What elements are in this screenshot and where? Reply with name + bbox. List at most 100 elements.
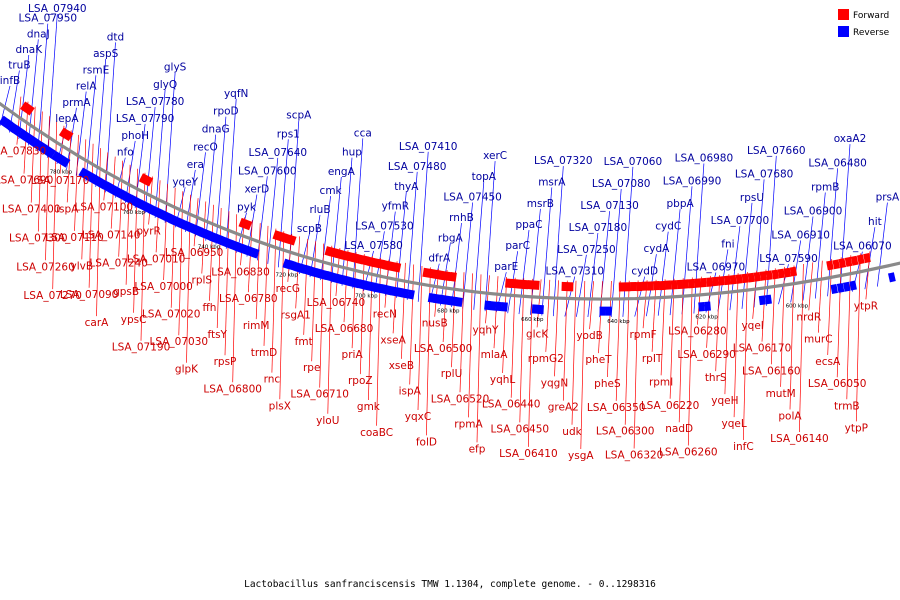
label-leader-line bbox=[277, 139, 289, 268]
label-leader-line bbox=[215, 116, 227, 245]
label-leader-line bbox=[27, 39, 39, 146]
label-leader-line bbox=[545, 279, 551, 352]
forward-gene-label: ftsY bbox=[207, 329, 227, 341]
forward-gene-block bbox=[449, 271, 457, 282]
forward-gene-label: rpmI bbox=[649, 376, 673, 388]
kbp-tick-label: 720 kbp bbox=[275, 272, 298, 278]
forward-gene-label: LSA_06280 bbox=[668, 326, 727, 338]
label-leader-line bbox=[576, 254, 587, 317]
forward-gene-label: udk bbox=[562, 426, 582, 438]
reverse-gene-block bbox=[112, 186, 123, 198]
label-leader-line bbox=[118, 160, 124, 257]
reverse-gene-label: cmk bbox=[320, 185, 343, 197]
forward-gene-label: glcK bbox=[526, 328, 549, 340]
label-leader-line bbox=[105, 42, 116, 193]
reverse-gene-label: xerC bbox=[483, 150, 507, 162]
forward-gene-label: pyrR bbox=[136, 226, 161, 238]
label-leader-line bbox=[770, 268, 776, 365]
forward-gene-label: ispA bbox=[56, 203, 79, 215]
reverse-gene-label: LSA_07320 bbox=[534, 155, 593, 167]
forward-gene-block bbox=[765, 270, 773, 281]
forward-gene-block bbox=[700, 277, 707, 288]
legend: Forward Reverse bbox=[838, 9, 890, 38]
reverse-gene-block bbox=[209, 232, 219, 243]
forward-gene-label: LSA_07690 bbox=[0, 175, 53, 187]
forward-gene-label: LSA_06440 bbox=[482, 399, 541, 411]
reverse-gene-label: truB bbox=[8, 60, 30, 72]
reverse-gene-block bbox=[450, 296, 458, 307]
reverse-gene-label: parE bbox=[494, 261, 518, 273]
forward-gene-label: LSA_06800 bbox=[203, 383, 262, 395]
forward-gene-label: LSA_07010 bbox=[127, 253, 186, 265]
reverse-gene-block bbox=[158, 209, 168, 221]
forward-gene-label: yloU bbox=[316, 415, 339, 427]
reverse-gene-block bbox=[605, 306, 612, 316]
label-leader-line bbox=[651, 279, 657, 352]
forward-gene-label: folD bbox=[416, 436, 437, 448]
reverse-gene-label: LSA_07700 bbox=[711, 215, 770, 227]
reverse-gene-label: topA bbox=[472, 171, 497, 183]
forward-gene-label: efp bbox=[469, 443, 486, 455]
genome-caption: Lactobacillus sanfranciscensis TMW 1.130… bbox=[244, 579, 656, 590]
forward-gene-label: LSA_06290 bbox=[677, 349, 736, 361]
reverse-gene-label: parC bbox=[505, 240, 530, 252]
forward-gene-label: LSA_06300 bbox=[596, 426, 655, 438]
label-leader-line bbox=[16, 96, 22, 145]
reverse-gene-label: dnaJ bbox=[27, 28, 50, 40]
reverse-gene-label: ppaC bbox=[515, 219, 542, 231]
reverse-gene-block bbox=[396, 287, 404, 298]
reverse-gene-label: LSA_07130 bbox=[580, 200, 639, 212]
label-leader-line bbox=[536, 279, 542, 328]
reverse-gene-label: pbpA bbox=[667, 198, 695, 210]
reverse-gene-block bbox=[60, 156, 71, 168]
label-leader-line bbox=[729, 226, 741, 311]
forward-gene-label: LSA_06260 bbox=[659, 447, 718, 459]
forward-gene-label: yqgN bbox=[541, 377, 568, 389]
label-leader-line bbox=[88, 143, 94, 288]
forward-gene-block bbox=[438, 270, 447, 281]
forward-gene-label: nadD bbox=[665, 423, 693, 435]
forward-gene-label: rpmA bbox=[454, 418, 483, 430]
forward-gene-block bbox=[706, 277, 713, 287]
forward-gene-label: rpsP bbox=[214, 356, 237, 368]
label-leader-line bbox=[587, 232, 599, 318]
reverse-gene-block bbox=[455, 297, 463, 307]
forward-gene-block bbox=[567, 282, 574, 292]
forward-gene-block bbox=[635, 281, 643, 292]
forward-gene-label: ypsC bbox=[121, 314, 147, 326]
forward-gene-block bbox=[647, 281, 654, 291]
reverse-gene-label: LSA_07060 bbox=[604, 156, 663, 168]
reverse-gene-block bbox=[178, 219, 188, 230]
forward-gene-block bbox=[138, 173, 149, 185]
label-leader-line bbox=[451, 222, 462, 308]
forward-gene-block bbox=[641, 281, 649, 291]
label-leader-line bbox=[392, 261, 398, 334]
reverse-gene-label: yfmR bbox=[382, 201, 409, 213]
label-leader-line bbox=[660, 279, 666, 376]
reverse-gene-block bbox=[122, 192, 133, 203]
reverse-gene-label: nfo bbox=[117, 147, 134, 159]
reverse-gene-label: LSA_06480 bbox=[808, 157, 867, 169]
forward-gene-label: LSA_06710 bbox=[290, 389, 349, 401]
reverse-gene-block bbox=[368, 281, 377, 292]
reverse-gene-block bbox=[168, 214, 178, 226]
forward-gene-block bbox=[516, 279, 523, 289]
reverse-gene-label: LSA_07310 bbox=[546, 266, 605, 278]
reverse-gene-block bbox=[31, 138, 42, 150]
reverse-gene-label: fni bbox=[721, 238, 734, 250]
label-leader-line bbox=[519, 278, 525, 423]
forward-gene-label: glpK bbox=[175, 364, 199, 376]
label-leader-line bbox=[877, 202, 888, 287]
reverse-gene-block bbox=[173, 216, 183, 228]
forward-gene-block bbox=[771, 269, 779, 280]
label-leader-line bbox=[442, 269, 448, 343]
forward-gene-label: LSA_06350 bbox=[587, 402, 646, 414]
forward-gene-label: carA bbox=[85, 317, 110, 329]
reverse-gene-block bbox=[12, 125, 23, 137]
forward-gene-block bbox=[694, 278, 701, 288]
forward-gene-label: recN bbox=[373, 309, 397, 321]
label-leader-line bbox=[96, 148, 101, 317]
reverse-gene-label: hit bbox=[868, 216, 882, 228]
forward-gene-label: pheT bbox=[585, 354, 612, 366]
reverse-gene-block bbox=[93, 175, 103, 187]
